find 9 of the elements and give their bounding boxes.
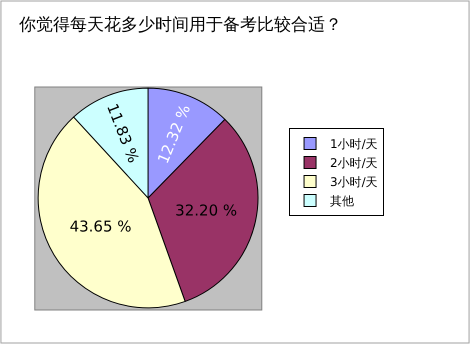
legend-label: 2小时/天 (330, 156, 378, 170)
data-label: 32.20 % (175, 202, 238, 220)
data-label: 11.83 % (103, 101, 142, 166)
legend-label: 3小时/天 (330, 175, 378, 190)
data-label: 43.65 % (70, 218, 132, 236)
legend-label: 其他 (330, 194, 354, 208)
data-label: 12.32 % (154, 102, 194, 166)
chart-title: 你觉得每天花多少时间用于备考比较合适？ (18, 15, 342, 36)
legend-label: 1小时/天 (330, 137, 378, 152)
